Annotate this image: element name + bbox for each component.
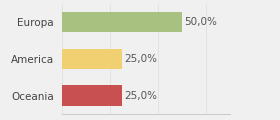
Text: 50,0%: 50,0%	[184, 17, 217, 27]
Bar	[62, 12, 182, 32]
Bar	[62, 49, 122, 69]
Bar	[62, 85, 122, 106]
Text: 25,0%: 25,0%	[124, 91, 157, 101]
Text: 25,0%: 25,0%	[124, 54, 157, 64]
